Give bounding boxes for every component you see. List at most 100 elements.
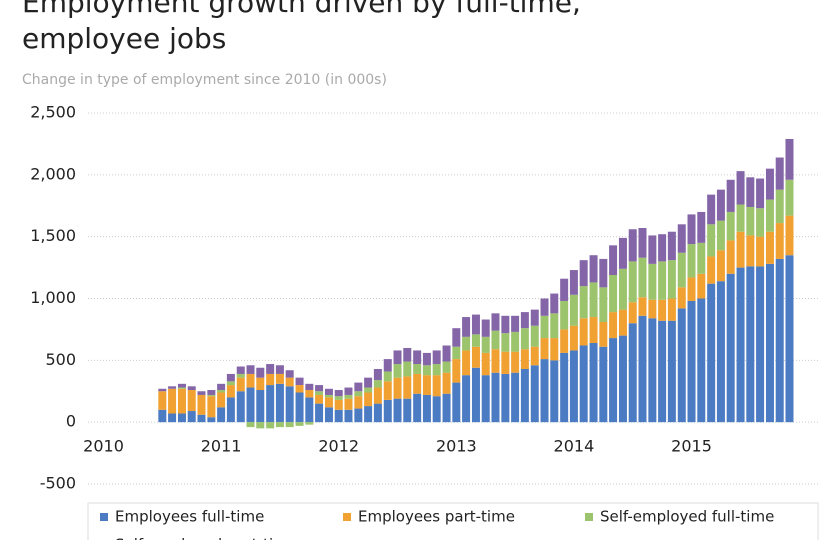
bar-segment — [687, 214, 696, 245]
bar-segment — [736, 231, 745, 268]
bar-segment — [481, 352, 490, 376]
bar-segment — [471, 314, 480, 335]
bar-segment — [403, 376, 412, 399]
bar-segment — [746, 177, 755, 207]
bar-segment — [511, 372, 520, 423]
bar-segment — [197, 414, 206, 423]
bar-segment — [716, 250, 725, 282]
bar-segment — [177, 413, 186, 423]
bar-segment — [618, 237, 627, 269]
bar-segment — [569, 325, 578, 351]
bar-segment — [217, 407, 226, 423]
bar-segment — [609, 312, 618, 339]
bar-segment — [726, 273, 735, 423]
bar-segment — [324, 394, 333, 398]
bar-segment — [462, 350, 471, 376]
bar-segment — [471, 346, 480, 368]
bar-segment — [687, 244, 696, 278]
bar-segment — [256, 422, 265, 429]
bar-segment — [648, 299, 657, 319]
bar-segment — [236, 366, 245, 374]
bar-segment — [677, 287, 686, 309]
bar-segment — [432, 364, 441, 376]
y-tick-label: 2,500 — [30, 103, 76, 122]
bar-segment — [236, 377, 245, 392]
bar-segment — [716, 189, 725, 221]
bar-segment — [158, 391, 167, 410]
bar-segment — [275, 365, 284, 374]
bar-segment — [158, 388, 167, 392]
bar-segment — [638, 257, 647, 298]
bar-segment — [246, 422, 255, 428]
bar-segment — [226, 397, 235, 423]
bar-segment — [560, 352, 569, 423]
bar-segment — [187, 390, 196, 412]
legend-label: Employees full-time — [115, 508, 264, 526]
bar-segment — [305, 383, 314, 391]
bar-segment — [334, 399, 343, 410]
bar-segment — [491, 313, 500, 331]
bar-segment — [697, 273, 706, 299]
bar-segment — [246, 373, 255, 388]
bar-segment — [217, 392, 226, 408]
bar-segment — [550, 360, 559, 423]
bar-segment — [315, 403, 324, 423]
bar-segment — [383, 381, 392, 400]
bar-segment — [618, 335, 627, 423]
bar-segment — [756, 236, 765, 267]
bar-segment — [315, 385, 324, 392]
bar-segment — [579, 318, 588, 346]
y-tick-label: 2,000 — [30, 164, 76, 183]
bar-segment — [481, 336, 490, 353]
bar-segment — [658, 261, 667, 300]
bar-segment — [364, 377, 373, 388]
bar-segment — [275, 373, 284, 384]
bar-segment — [471, 367, 480, 423]
y-tick-label: -500 — [40, 474, 76, 493]
bar-segment — [560, 278, 569, 301]
bar-segment — [648, 263, 657, 300]
x-tick-label: 2015 — [671, 437, 712, 456]
legend-swatch — [100, 513, 108, 521]
bar-segment — [736, 171, 745, 205]
bar-segment — [520, 349, 529, 369]
bar-segment — [177, 388, 186, 414]
bar-segment — [422, 394, 431, 423]
bar-segment — [344, 409, 353, 423]
bar-segment — [667, 320, 676, 423]
bar-segment — [569, 294, 578, 326]
bar-segment — [226, 385, 235, 398]
bar-segment — [628, 323, 637, 423]
bar-segment — [236, 391, 245, 423]
bar-segment — [550, 338, 559, 361]
bar-segment — [373, 380, 382, 388]
bar-segment — [236, 373, 245, 378]
bar-segment — [305, 390, 314, 398]
bar-segment — [481, 319, 490, 337]
bar-segment — [775, 223, 784, 259]
bar-segment — [736, 267, 745, 423]
bar-segment — [344, 387, 353, 395]
bar-segment — [658, 299, 667, 321]
bar-segment — [618, 268, 627, 310]
bar-segment — [275, 383, 284, 423]
bar-segment — [746, 266, 755, 423]
bar-segment — [383, 359, 392, 372]
bar-segment — [168, 386, 177, 389]
bar-segment — [275, 422, 284, 428]
bar-segment — [491, 349, 500, 373]
bar-segment — [687, 277, 696, 301]
y-tick-label: 500 — [45, 350, 76, 369]
bar-segment — [305, 397, 314, 423]
bar-segment — [648, 318, 657, 423]
bar-segment — [667, 298, 676, 321]
bar-segment — [452, 328, 461, 347]
legend-swatch — [343, 513, 351, 521]
legend-swatch — [585, 513, 593, 521]
bar-segment — [530, 365, 539, 423]
bar-segment — [373, 387, 382, 404]
bar-segment — [462, 336, 471, 351]
bar-segment — [550, 313, 559, 339]
bar-segment — [746, 235, 755, 267]
